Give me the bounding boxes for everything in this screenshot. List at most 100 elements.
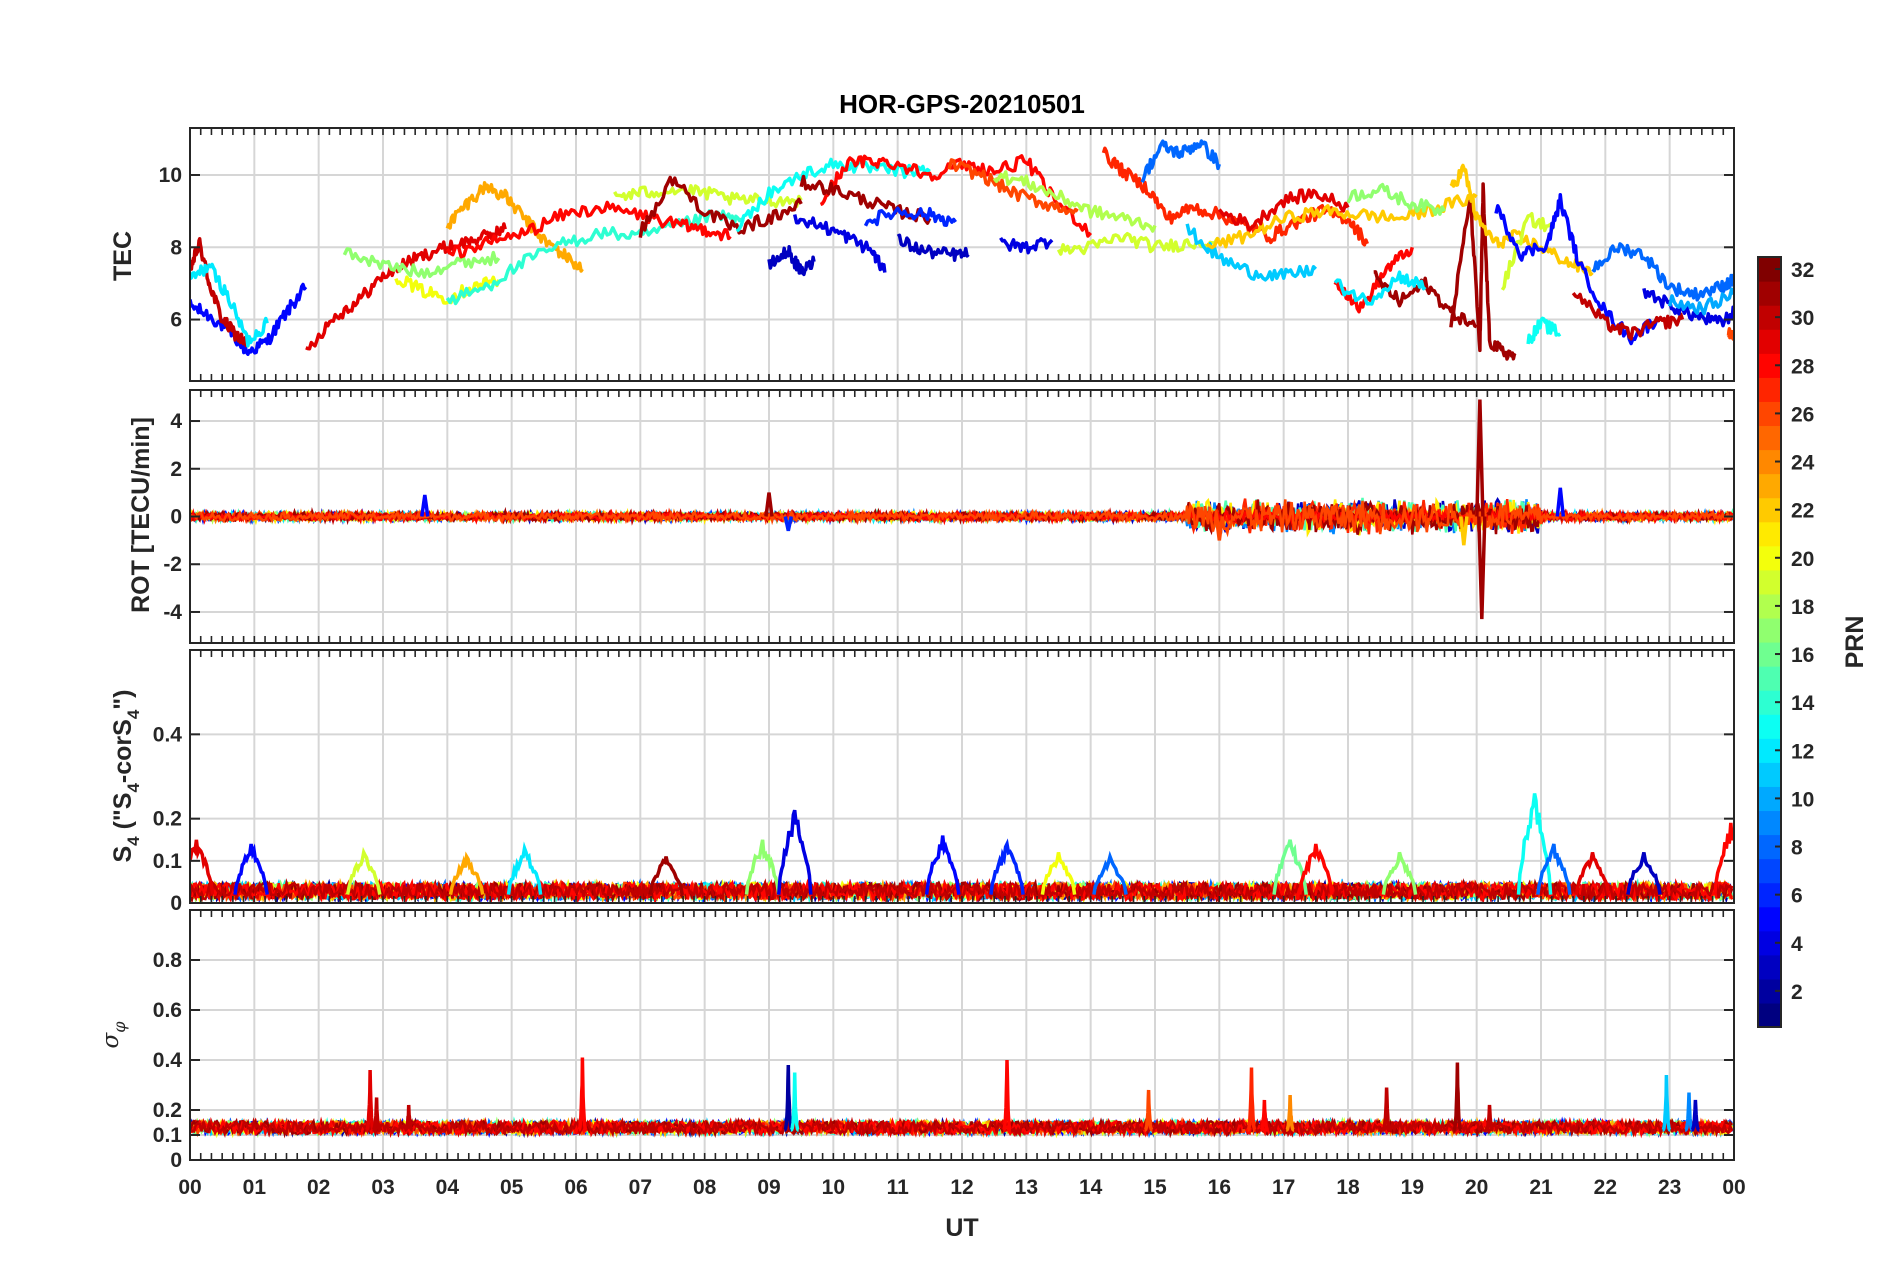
colorbar-band [1758,353,1781,378]
sigma_phi-baseline-prn-30 [190,1116,1734,1138]
tec-series-prn-5 [190,282,308,356]
grid-tec [190,128,1734,381]
tec-series-prn-28 [819,154,1093,238]
x-tick-label: 05 [500,1176,524,1199]
colorbar-tick-label: 12 [1791,740,1814,763]
colorbar-band [1758,281,1781,306]
x-tick-label: 00 [178,1176,201,1199]
colorbar-band [1758,473,1781,499]
x-tick-label: 11 [887,1176,910,1199]
sigma_phi-peak-prn-28 [1259,1099,1269,1132]
colorbar-band [1758,449,1781,475]
rot-spike-prn-31 [1477,516,1487,620]
colorbar-band [1758,593,1781,619]
minor-ticks-tec [189,128,1735,381]
tec-series-prn-19 [1056,231,1221,256]
tec-series-prn-13 [1526,316,1562,345]
y-tick-label-sigma_phi: 0.1 [153,1124,183,1147]
x-tick-label: 03 [371,1176,394,1199]
colorbar-tick-label: 20 [1791,548,1814,571]
sigma_phi-peak-prn-31 [1452,1062,1463,1132]
x-tick-label: 19 [1401,1176,1424,1199]
colorbar-band [1758,377,1781,402]
grid-s4 [190,650,1734,903]
x-tick-label: 15 [1143,1176,1167,1199]
s4-peak-prn-5 [924,835,961,895]
colorbar-band [1758,858,1781,884]
s4-peak-prn-19 [345,846,382,895]
minor-ticks-rot [189,390,1735,643]
colorbar-tick-label: 24 [1791,452,1815,475]
rot-spike-prn-22 [1459,516,1469,546]
colorbar-label: PRN [1841,616,1869,669]
series-group-sigma_phi [190,1057,1734,1139]
tec-series-prn-31 [1373,270,1478,329]
x-tick-label: 04 [436,1176,460,1199]
colorbar-band [1758,305,1781,330]
x-tick-label: 00 [1722,1176,1745,1199]
tec-series-prn-3 [767,244,816,277]
colorbar-band [1758,954,1781,980]
colorbar-tick-label: 22 [1791,500,1814,523]
colorbar-band [1758,497,1781,523]
chart-title: HOR-GPS-20210501 [839,89,1085,119]
tec-series-prn-29 [1217,188,1350,232]
colorbar-band [1758,401,1781,427]
tec-series-prn-27 [1101,146,1369,247]
x-tick-label: 17 [1272,1176,1295,1199]
sigma_phi-peak-prn-3 [1690,1099,1700,1132]
s4-peak-prn-6 [989,838,1025,895]
colorbar-band [1758,930,1781,956]
y-tick-label-sigma_phi: 0.2 [153,1099,182,1122]
y-tick-label-tec: 8 [170,236,182,259]
rot-spike-prn-31 [764,492,774,517]
s4-peak-prn-29 [190,839,215,895]
tec-series-prn-22 [1449,163,1594,277]
tec-series-prn-8 [1140,139,1221,184]
y-axis-label-rot: ROT [TECU/min] [127,417,155,613]
colorbar-band [1758,834,1781,860]
colorbar-band [1758,666,1781,691]
colorbar-tick-label: 6 [1791,885,1803,908]
tec-series-prn-10 [1667,287,1734,316]
s4-peak-prn-28 [1298,843,1334,895]
series-group-tec [190,139,1734,361]
colorbar-band [1758,642,1781,667]
x-tick-label: 12 [950,1176,973,1199]
sigma_phi-peak-prn-28 [1002,1059,1012,1132]
colorbar-tick-label: 8 [1791,837,1803,860]
colorbar-band [1758,257,1781,282]
colorbar-tick-label: 4 [1791,933,1803,956]
tec-series-prn-3 [896,233,970,262]
tec-series-prn-11 [1185,223,1318,282]
y-tick-label-tec: 10 [159,164,182,187]
y-tick-label-s4: 0.4 [153,723,183,746]
tec-series-prn-22 [1205,193,1478,250]
colorbar-band [1758,714,1781,739]
panel-tec: 6 8 10 [159,127,1735,382]
tec-series-prn-29 [305,222,507,351]
tec-series-prn-6 [863,206,957,227]
sigma_phi-peak-prn-26 [1144,1089,1154,1132]
x-tick-label: 20 [1465,1176,1488,1199]
tec-series-prn-30 [190,237,250,348]
s4-peak-prn-12 [506,841,543,895]
y-tick-label-s4: 0.1 [153,850,183,873]
s4-peak-prn-17 [1381,851,1418,895]
tec-series-prn-17 [342,247,501,279]
s4-peak-prn-16 [1272,839,1308,895]
s4-peak-prn-20 [1040,852,1077,895]
x-tick-label: 06 [564,1176,587,1199]
x-tick-label: 14 [1079,1176,1103,1199]
s4-peak-prn-8 [1092,850,1128,895]
colorbar-band [1758,690,1781,715]
s4-peak-prn-5 [233,843,269,895]
s4-peak-prn-3 [1626,852,1662,895]
y-tick-label-rot: 2 [170,458,182,481]
colorbar-tick-label: 2 [1791,981,1803,1004]
rot-spike-prn-5 [1555,487,1566,517]
colorbar-frame [1757,256,1782,1028]
colorbar-tick-label: 14 [1791,692,1815,715]
